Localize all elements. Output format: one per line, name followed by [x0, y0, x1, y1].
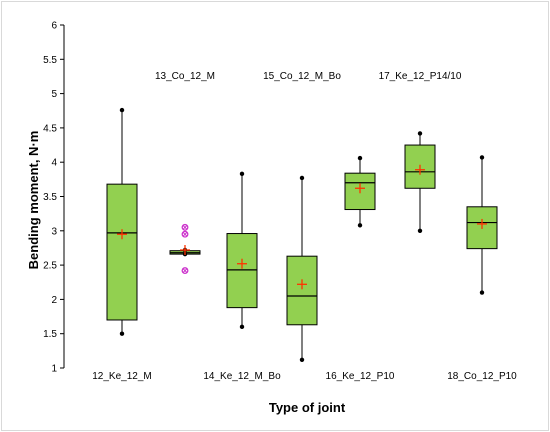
- mean-marker-6: [477, 218, 487, 229]
- y-tick-label-5: 3.5: [43, 192, 57, 203]
- box-group-1: 13_Co_12_M: [155, 71, 215, 275]
- whisker-min-point-4: [357, 223, 363, 228]
- category-label-3: 15_Co_12_M_Bo: [263, 71, 341, 82]
- box-group-0: 12_Ke_12_M: [92, 107, 152, 382]
- y-tick-label-9: 5.5: [43, 55, 57, 66]
- y-tick-label-0: 1: [51, 364, 57, 375]
- outlier-x2-1-2: [182, 225, 188, 230]
- box-3: [286, 255, 318, 326]
- y-tick-label-2: 2: [51, 295, 57, 306]
- category-label-5: 17_Ke_12_P14/10: [379, 71, 462, 82]
- box-group-6: 18_Co_12_P10: [447, 155, 517, 382]
- outlier-x2-1-0: [182, 268, 188, 273]
- mean-marker-4: [355, 183, 365, 194]
- whisker-max-point-3: [299, 175, 305, 181]
- whisker-min-point-0: [119, 331, 125, 336]
- box-group-5: 17_Ke_12_P14/10: [379, 71, 462, 233]
- mean-marker-2: [237, 258, 247, 269]
- x-axis-title: Type of joint: [269, 400, 346, 415]
- outlier-x2-1-1: [182, 231, 188, 237]
- whisker-min-point-6: [479, 290, 485, 295]
- mean-marker-0: [117, 229, 127, 240]
- y-tick-label-10: 6: [51, 21, 57, 32]
- y-tick-label-6: 4: [51, 158, 57, 169]
- y-tick-label-4: 3: [51, 226, 57, 237]
- y-axis-title: Bending moment, N·m: [26, 131, 41, 270]
- box-group-2: 14_Ke_12_M_Bo: [203, 171, 281, 382]
- whisker-max-point-2: [239, 171, 245, 177]
- category-label-0: 12_Ke_12_M: [92, 371, 152, 382]
- box-2: [226, 233, 258, 309]
- plot-area: 12_Ke_12_M 13_Co_12_M 14_Ke_12_M_Bo 15_Co_1…: [92, 71, 517, 382]
- category-label-1: 13_Co_12_M: [155, 71, 215, 82]
- whisker-min-point-2: [239, 324, 245, 330]
- mean-marker-1: [180, 245, 190, 256]
- whisker-max-point-6: [479, 155, 485, 160]
- axes: 1 1.5 2 2.5 3 3.5 4 4.5 5 5.5 6: [43, 21, 65, 375]
- whisker-min-point-3: [299, 357, 305, 362]
- whisker-min-point-5: [417, 228, 423, 233]
- category-label-4: 16_Ke_12_P10: [326, 371, 395, 382]
- whisker-max-point-5: [417, 131, 423, 136]
- box-group-3: 15_Co_12_M_Bo: [263, 71, 341, 362]
- mean-marker-5: [415, 164, 425, 175]
- box-group-4: 16_Ke_12_P10: [326, 155, 395, 382]
- y-tick-label-7: 4.5: [43, 123, 57, 134]
- whisker-max-point-0: [119, 107, 125, 113]
- category-label-6: 18_Co_12_P10: [447, 371, 517, 382]
- y-tick-label-8: 5: [51, 89, 57, 100]
- mean-marker-3: [297, 279, 307, 290]
- category-label-2: 14_Ke_12_M_Bo: [203, 371, 281, 382]
- y-tick-label-3: 2.5: [43, 261, 57, 272]
- whisker-max-point-4: [357, 155, 363, 161]
- box-0: [106, 183, 138, 321]
- y-tick-label-1: 1.5: [43, 329, 57, 340]
